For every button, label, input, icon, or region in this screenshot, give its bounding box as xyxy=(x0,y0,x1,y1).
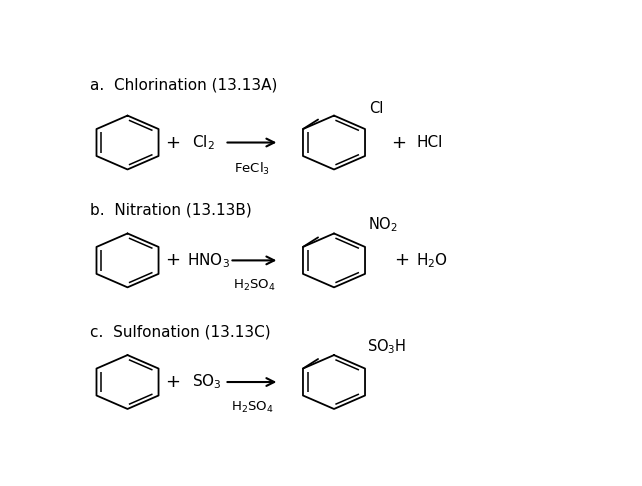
Text: H$_2$SO$_4$: H$_2$SO$_4$ xyxy=(230,400,273,415)
Text: NO$_2$: NO$_2$ xyxy=(368,215,398,234)
Text: +: + xyxy=(165,251,180,269)
Text: SO$_3$H: SO$_3$H xyxy=(367,337,407,356)
Text: +: + xyxy=(391,134,406,152)
Text: +: + xyxy=(165,373,180,391)
Text: H$_2$SO$_4$: H$_2$SO$_4$ xyxy=(233,278,275,294)
Text: +: + xyxy=(165,134,180,152)
Text: c.  Sulfonation (13.13C): c. Sulfonation (13.13C) xyxy=(90,324,271,339)
Text: FeCl$_3$: FeCl$_3$ xyxy=(234,160,270,176)
Text: SO$_3$: SO$_3$ xyxy=(192,373,222,391)
Text: +: + xyxy=(394,251,409,269)
Text: a.  Chlorination (13.13A): a. Chlorination (13.13A) xyxy=(90,77,277,92)
Text: Cl$_2$: Cl$_2$ xyxy=(192,133,215,152)
Text: H$_2$O: H$_2$O xyxy=(416,251,448,270)
Text: Cl: Cl xyxy=(369,101,383,116)
Text: b.  Nitration (13.13B): b. Nitration (13.13B) xyxy=(90,202,252,217)
Text: HCl: HCl xyxy=(416,135,442,150)
Text: HNO$_3$: HNO$_3$ xyxy=(187,251,230,270)
